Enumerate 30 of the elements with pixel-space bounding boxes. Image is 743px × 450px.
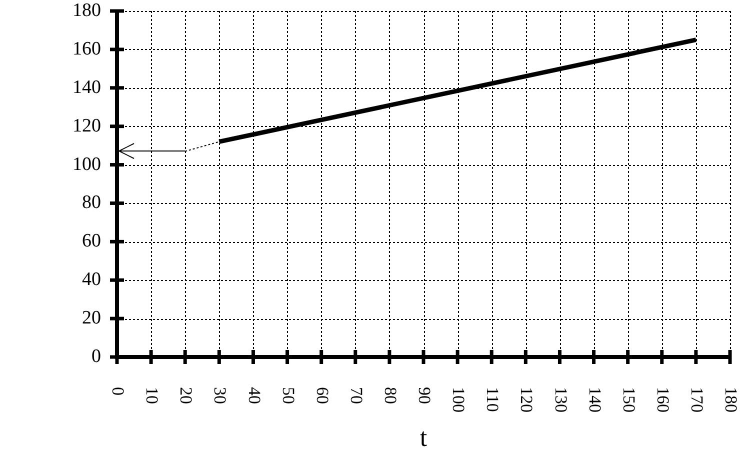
y-tick-label: 180 xyxy=(72,0,101,21)
x-tick-label: 10 xyxy=(142,387,162,404)
x-tick-label: 0 xyxy=(108,387,128,396)
y-tick-label: 0 xyxy=(92,346,101,367)
x-tick-label: 150 xyxy=(619,387,638,412)
y-tick-label: 60 xyxy=(82,230,101,252)
x-tick-label: 50 xyxy=(278,387,298,404)
x-tick-label: 20 xyxy=(176,387,196,404)
x-tick-label: 80 xyxy=(380,387,400,404)
x-axis-title: t xyxy=(420,423,428,450)
y-tick-label: 160 xyxy=(72,38,101,60)
y-tick-label: 80 xyxy=(82,192,101,214)
x-tick-label: 180 xyxy=(722,387,741,412)
y-tick-label: 140 xyxy=(72,76,101,98)
x-tick-label: 90 xyxy=(415,387,434,404)
x-tick-label: 110 xyxy=(483,387,502,412)
x-tick-label: 60 xyxy=(312,387,332,404)
x-tick-label: 140 xyxy=(585,387,604,412)
y-tick-label: 20 xyxy=(82,308,101,329)
x-tick-label: 170 xyxy=(687,387,706,412)
x-tick-label: 160 xyxy=(653,387,672,412)
x-tick-label: 30 xyxy=(210,387,230,404)
x-tick-label: 120 xyxy=(517,387,536,412)
x-tick-label: 130 xyxy=(551,387,570,412)
y-tick-label: 100 xyxy=(72,154,101,175)
x-tick-label: 70 xyxy=(346,387,366,404)
y-tick-label: 40 xyxy=(82,269,101,290)
x-tick-label: 100 xyxy=(449,387,468,412)
x-tick-label: 40 xyxy=(244,387,264,404)
y-tick-label: 120 xyxy=(72,115,101,136)
